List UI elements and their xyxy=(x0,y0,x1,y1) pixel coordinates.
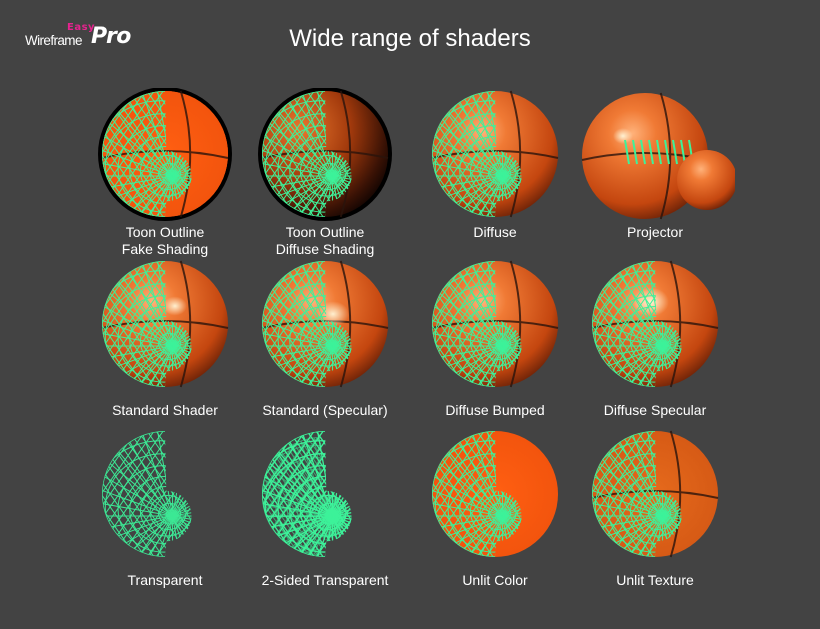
shader-label: Toon Outline Fake Shading xyxy=(121,224,209,257)
shader-render xyxy=(261,260,389,388)
shader-render xyxy=(581,92,735,220)
shader-render xyxy=(431,260,559,388)
shader-preview-toon-diffuse: Toon Outline Diffuse Shading xyxy=(245,88,405,258)
shader-render xyxy=(431,90,559,218)
shader-render xyxy=(591,260,719,388)
wireframe-mesh xyxy=(102,431,192,557)
specular-highlight xyxy=(317,301,349,327)
shader-preview-unlit-color: Unlit Color xyxy=(415,428,575,598)
shader-render xyxy=(102,431,192,557)
small-ball xyxy=(677,150,735,210)
shader-label: Standard Shader xyxy=(112,402,218,418)
shader-label: Diffuse Bumped xyxy=(445,402,545,418)
shader-label: 2-Sided Transparent xyxy=(261,572,389,588)
easy-wireframe-pro-logo: Easy Wireframe Pro xyxy=(25,22,140,52)
basketball-sphere xyxy=(582,93,708,219)
shader-label: Diffuse Specular xyxy=(603,402,707,418)
shader-label: Projector xyxy=(626,224,684,240)
shader-render xyxy=(262,431,352,557)
shader-render xyxy=(432,431,558,557)
specular-highlight xyxy=(163,296,187,316)
shader-render xyxy=(98,88,232,221)
logo-wireframe-text: Wireframe xyxy=(25,33,82,48)
shader-preview-bumped: Diffuse Bumped xyxy=(415,258,575,428)
shader-preview-standard: Standard Shader xyxy=(85,258,245,428)
shader-render xyxy=(101,260,229,388)
shader-label: Standard (Specular) xyxy=(262,402,388,418)
shader-preview-unlit-texture: Unlit Texture xyxy=(575,428,735,598)
specular-highlight xyxy=(613,128,633,144)
shader-preview-diffuse-specular: Diffuse Specular xyxy=(575,258,735,428)
shader-preview-two-sided: 2-Sided Transparent xyxy=(245,428,405,598)
shader-preview-projector: Projector xyxy=(575,88,735,258)
shader-label: Unlit Color xyxy=(462,572,528,588)
shader-preview-diffuse: Diffuse xyxy=(415,88,575,258)
shader-label: Transparent xyxy=(127,572,203,588)
shader-preview-specular: Standard (Specular) xyxy=(245,258,405,428)
shader-label: Unlit Texture xyxy=(616,572,694,588)
shader-preview-transparent: Transparent xyxy=(85,428,245,598)
shader-render xyxy=(258,88,392,221)
page-title: Wide range of shaders xyxy=(289,25,531,52)
shader-label: Diffuse xyxy=(473,224,517,240)
shader-render xyxy=(591,430,719,558)
logo-pro-text: Pro xyxy=(91,24,131,49)
shader-label: Toon Outline Diffuse Shading xyxy=(275,224,375,257)
logo-easy-text: Easy xyxy=(67,22,96,33)
shader-preview-toon-fake: Toon Outline Fake Shading xyxy=(85,88,245,258)
